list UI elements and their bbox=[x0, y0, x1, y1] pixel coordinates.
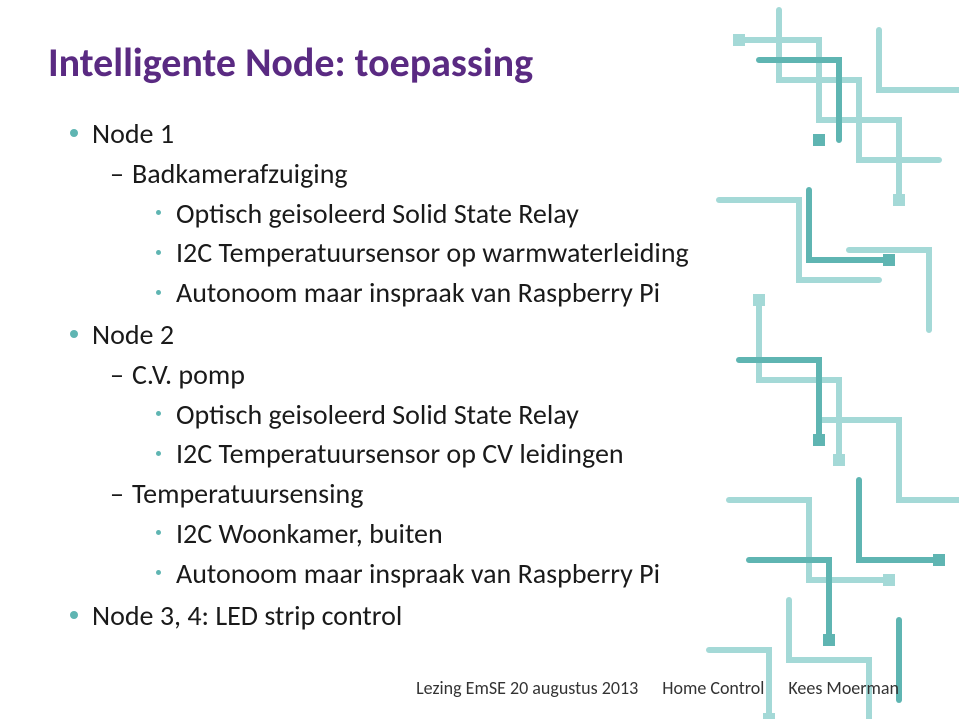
list-item: Temperatuursensing I2C Woonkamer, buiten… bbox=[106, 475, 899, 592]
list-item-label: Node 1 bbox=[92, 116, 174, 151]
list-item-label: Badkamerafzuiging bbox=[132, 156, 348, 191]
list-item-label: Optisch geisoleerd Solid State Relay bbox=[176, 397, 579, 432]
slide-footer: Lezing EmSE 20 augustus 2013 Home Contro… bbox=[416, 677, 899, 699]
list-item: Badkamerafzuiging Optisch geisoleerd Sol… bbox=[106, 155, 899, 312]
list-item-label: I2C Temperatuursensor op warmwaterleidin… bbox=[176, 235, 689, 270]
list-item-label: I2C Woonkamer, buiten bbox=[176, 516, 443, 551]
list-item-label: Autonoom maar inspraak van Raspberry Pi bbox=[176, 275, 660, 310]
list-item: Node 1 Badkamerafzuiging Optisch geisole… bbox=[66, 115, 899, 312]
slide-content: Intelligente Node: toepassing Node 1 Bad… bbox=[0, 0, 959, 634]
list-item: Node 2 C.V. pomp Optisch geisoleerd Soli… bbox=[66, 316, 899, 593]
list-item-label: Optisch geisoleerd Solid State Relay bbox=[176, 196, 579, 231]
list-item-label: Temperatuursensing bbox=[132, 476, 363, 511]
list-item-label: Node 2 bbox=[92, 317, 174, 352]
list-item: Optisch geisoleerd Solid State Relay bbox=[154, 195, 899, 233]
footer-left: Lezing EmSE 20 augustus 2013 bbox=[416, 677, 638, 699]
list-item: Node 3, 4: LED strip control bbox=[66, 597, 899, 635]
list-item-label: C.V. pomp bbox=[132, 357, 245, 392]
list-item-label: Autonoom maar inspraak van Raspberry Pi bbox=[176, 556, 660, 591]
list-item: Autonoom maar inspraak van Raspberry Pi bbox=[154, 555, 899, 593]
slide-title: Intelligente Node: toepassing bbox=[48, 38, 899, 87]
list-item: I2C Woonkamer, buiten bbox=[154, 515, 899, 553]
footer-center: Home Control bbox=[662, 677, 764, 699]
list-item: Optisch geisoleerd Solid State Relay bbox=[154, 396, 899, 434]
list-item: C.V. pomp Optisch geisoleerd Solid State… bbox=[106, 356, 899, 473]
list-item: I2C Temperatuursensor op CV leidingen bbox=[154, 435, 899, 473]
list-item-label: Node 3, 4: LED strip control bbox=[92, 598, 402, 633]
bullet-list: Node 1 Badkamerafzuiging Optisch geisole… bbox=[48, 115, 899, 634]
footer-right: Kees Moerman bbox=[788, 677, 899, 699]
list-item: I2C Temperatuursensor op warmwaterleidin… bbox=[154, 234, 899, 272]
list-item: Autonoom maar inspraak van Raspberry Pi bbox=[154, 274, 899, 312]
list-item-label: I2C Temperatuursensor op CV leidingen bbox=[176, 436, 624, 471]
